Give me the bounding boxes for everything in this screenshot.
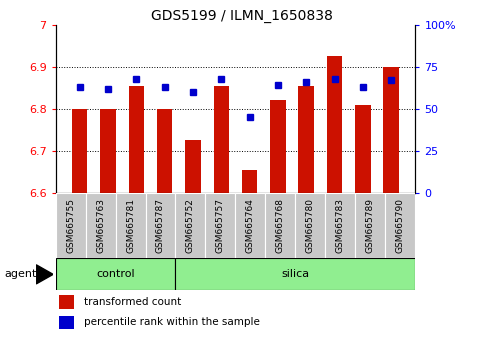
Text: GSM665780: GSM665780: [306, 198, 315, 253]
Bar: [175, 258, 415, 290]
Text: GSM665763: GSM665763: [96, 198, 105, 253]
Text: GSM665790: GSM665790: [396, 198, 405, 253]
Text: control: control: [96, 269, 135, 279]
Bar: [384, 67, 399, 193]
Text: transformed count: transformed count: [85, 297, 182, 307]
Text: GSM665764: GSM665764: [246, 198, 255, 253]
Polygon shape: [36, 265, 53, 284]
Text: GDS5199 / ILMN_1650838: GDS5199 / ILMN_1650838: [151, 9, 332, 23]
Bar: [213, 86, 229, 193]
Bar: [327, 56, 342, 193]
Text: GSM665789: GSM665789: [366, 198, 375, 253]
Bar: [326, 193, 355, 258]
Text: silica: silica: [282, 269, 310, 279]
Bar: [56, 258, 175, 290]
Bar: [242, 170, 257, 193]
Bar: [59, 316, 73, 329]
Bar: [266, 193, 296, 258]
Bar: [185, 141, 201, 193]
Bar: [56, 193, 85, 258]
Bar: [270, 101, 286, 193]
Bar: [128, 86, 144, 193]
Text: GSM665781: GSM665781: [126, 198, 135, 253]
Bar: [100, 109, 116, 193]
Text: GSM665752: GSM665752: [186, 198, 195, 253]
Bar: [298, 86, 314, 193]
Text: GSM665755: GSM665755: [66, 198, 75, 253]
Bar: [115, 193, 145, 258]
Bar: [85, 193, 115, 258]
Bar: [355, 193, 385, 258]
Bar: [205, 193, 236, 258]
Bar: [296, 193, 326, 258]
Bar: [355, 105, 370, 193]
Bar: [72, 109, 87, 193]
Text: GSM665768: GSM665768: [276, 198, 285, 253]
Bar: [145, 193, 175, 258]
Bar: [385, 193, 415, 258]
Bar: [175, 193, 205, 258]
Text: GSM665783: GSM665783: [336, 198, 345, 253]
Text: GSM665757: GSM665757: [216, 198, 225, 253]
Text: GSM665787: GSM665787: [156, 198, 165, 253]
Text: agent: agent: [5, 269, 37, 279]
Bar: [59, 295, 73, 309]
Bar: [157, 109, 172, 193]
Bar: [236, 193, 266, 258]
Text: percentile rank within the sample: percentile rank within the sample: [85, 318, 260, 327]
